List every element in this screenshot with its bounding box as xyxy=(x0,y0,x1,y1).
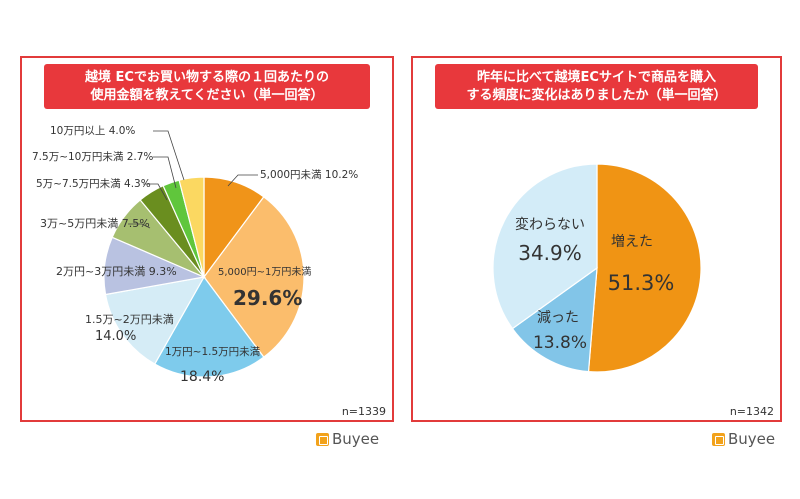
frequency-value-0: 51.3% xyxy=(608,271,675,295)
frequency-pie xyxy=(492,163,702,373)
spend-slice-2 xyxy=(153,275,265,378)
frequency-slice-2 xyxy=(492,163,598,330)
spend-value-1: 29.6% xyxy=(233,286,302,310)
spend-slice-8 xyxy=(178,176,205,278)
buyee-logo-text: Buyee xyxy=(728,430,776,448)
buyee-logo-right: Buyee xyxy=(712,430,775,448)
frequency-slice-0 xyxy=(587,163,702,373)
spend-label-1: 5,000円~1万円未満 xyxy=(218,266,311,278)
spend-value-3: 14.0% xyxy=(95,329,136,344)
spend-slice-3 xyxy=(104,276,206,365)
frequency-chart-sample-size: n=1342 xyxy=(729,405,774,418)
frequency-slice-1 xyxy=(511,266,598,373)
buyee-logo-icon xyxy=(316,432,329,446)
spend-chart-title-line1: 越境 ECでお買い物する際の１回あたりの xyxy=(85,69,329,85)
spend-label-2: 1万円~1.5万円未満 xyxy=(165,346,261,358)
spend-slice-1 xyxy=(203,195,305,359)
spend-label-0: 5,000円未満 10.2% xyxy=(260,169,358,181)
frequency-label-1: 減った xyxy=(537,309,579,326)
frequency-chart-title: 昨年に比べて越境ECサイトで商品を購入 する頻度に変化はありましたか（単一回答） xyxy=(435,64,758,109)
frequency-chart-title-line2: する頻度に変化はありましたか（単一回答） xyxy=(466,87,727,103)
spend-leader-0 xyxy=(227,174,258,187)
spend-label-5: 3万~5万円未満 7.5% xyxy=(40,217,150,230)
spend-leader-6 xyxy=(143,183,168,201)
spend-label-4: 2万円~3万円未満 9.3% xyxy=(56,265,177,278)
frequency-label-2: 変わらない xyxy=(515,216,585,233)
spend-label-7: 7.5万~10万円未満 2.7% xyxy=(32,151,153,163)
frequency-label-0: 増えた xyxy=(611,234,653,250)
spend-leader-8 xyxy=(153,130,185,181)
spend-label-6: 5万~7.5万円未満 4.3% xyxy=(36,178,151,190)
frequency-value-1: 13.8% xyxy=(533,333,587,353)
spend-leader-7 xyxy=(153,156,177,189)
frequency-chart-title-line1: 昨年に比べて越境ECサイトで商品を購入 xyxy=(477,69,716,85)
buyee-logo-text: Buyee xyxy=(332,430,380,448)
spend-chart-sample-size: n=1339 xyxy=(341,405,386,418)
spend-label-8: 10万円以上 4.0% xyxy=(50,125,135,137)
spend-chart-title-line2: 使用金額を教えてください（単一回答） xyxy=(90,87,324,103)
spend-label-3: 1.5万~2万円未満 xyxy=(85,313,174,326)
spend-pie xyxy=(103,176,305,378)
buyee-logo-icon xyxy=(712,432,725,446)
spend-value-2: 18.4% xyxy=(180,369,224,385)
spend-leader-5 xyxy=(128,223,151,229)
buyee-logo-left: Buyee xyxy=(316,430,379,448)
spend-chart-title: 越境 ECでお買い物する際の１回あたりの 使用金額を教えてください（単一回答） xyxy=(44,64,370,109)
frequency-value-2: 34.9% xyxy=(518,241,582,265)
